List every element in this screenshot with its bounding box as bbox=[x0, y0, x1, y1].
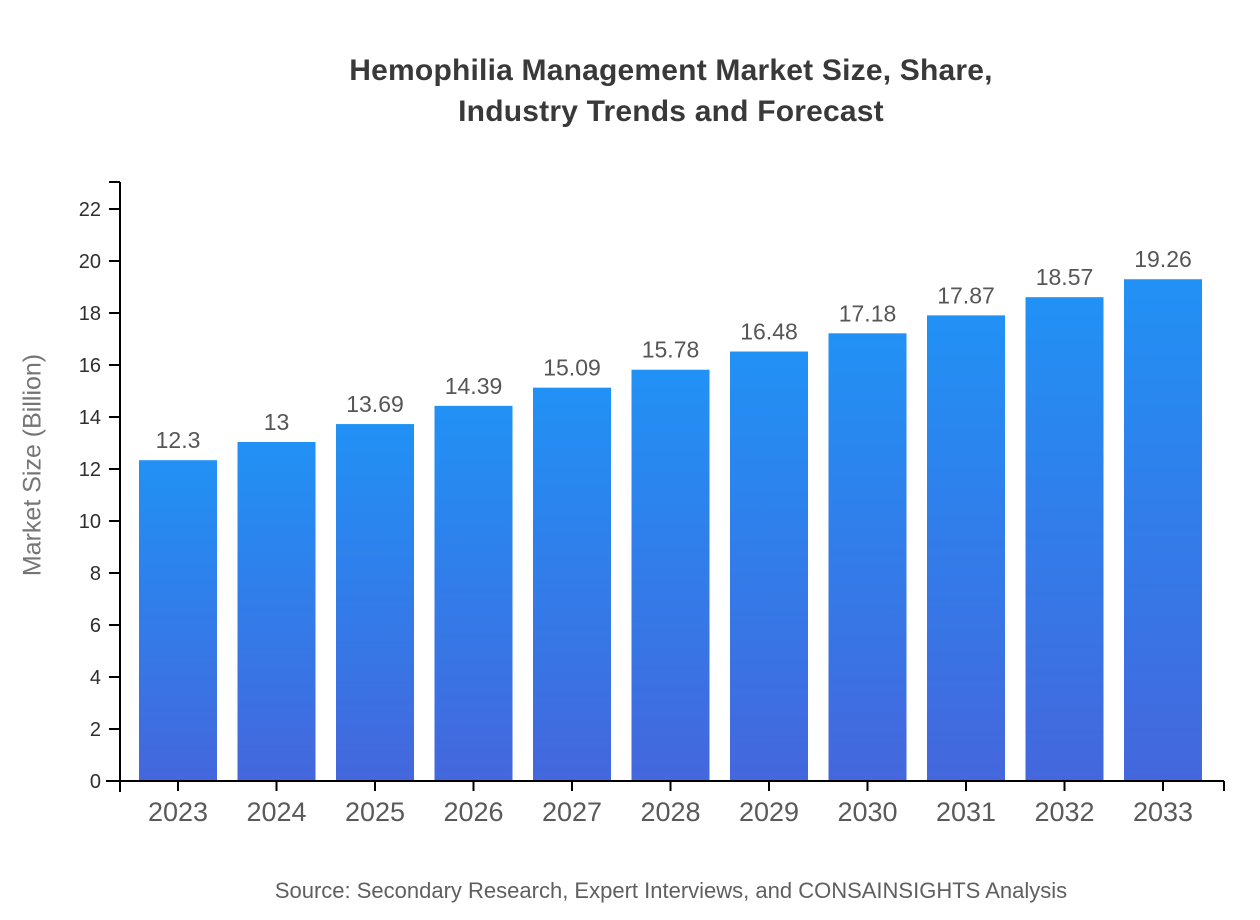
y-tick-label: 20 bbox=[79, 251, 101, 273]
x-tick-label: 2029 bbox=[739, 797, 799, 827]
x-tick-label: 2026 bbox=[443, 797, 503, 827]
x-tick-label: 2025 bbox=[345, 797, 405, 827]
bar-2023 bbox=[139, 460, 217, 780]
y-tick-label: 4 bbox=[90, 667, 101, 689]
bar-value-label: 17.87 bbox=[937, 282, 995, 308]
x-tick-label: 2032 bbox=[1034, 797, 1094, 827]
bar-2026 bbox=[434, 405, 513, 780]
chart-title: Hemophilia Management Market Size, Share… bbox=[82, 50, 1260, 132]
x-tick-label: 2023 bbox=[148, 797, 208, 827]
x-tick-label: 2033 bbox=[1133, 797, 1193, 827]
y-tick-label: 14 bbox=[79, 407, 101, 429]
bar-2027 bbox=[533, 387, 611, 780]
y-tick-label: 6 bbox=[90, 615, 101, 637]
bar-value-label: 15.09 bbox=[543, 355, 601, 381]
y-tick-label: 10 bbox=[79, 511, 101, 533]
chart-title-line1: Hemophilia Management Market Size, Share… bbox=[349, 54, 993, 87]
bar-2032 bbox=[1025, 297, 1104, 780]
bar-2025 bbox=[336, 424, 414, 780]
bar-value-label: 19.26 bbox=[1134, 246, 1192, 272]
bar-2028 bbox=[631, 369, 710, 780]
bar-2031 bbox=[927, 315, 1005, 780]
bar-value-label: 13.69 bbox=[346, 391, 404, 417]
chart-title-line2: Industry Trends and Forecast bbox=[458, 95, 884, 128]
y-tick-label: 22 bbox=[79, 199, 101, 221]
bar-value-label: 15.78 bbox=[642, 337, 700, 363]
y-tick-label: 18 bbox=[79, 303, 101, 325]
x-tick-label: 2031 bbox=[936, 797, 996, 827]
bar-value-label: 16.48 bbox=[740, 319, 798, 345]
y-tick-label: 0 bbox=[90, 771, 101, 793]
y-tick-label: 16 bbox=[79, 355, 101, 377]
bar-value-label: 18.57 bbox=[1036, 264, 1094, 290]
bar-value-label: 14.39 bbox=[445, 373, 503, 399]
source-note: Source: Secondary Research, Expert Inter… bbox=[274, 878, 1068, 903]
x-tick-label: 2030 bbox=[837, 797, 897, 827]
y-axis-title: Market Size (Billion) bbox=[18, 353, 47, 577]
bar-value-label: 17.18 bbox=[839, 300, 897, 326]
bar-value-label: 13 bbox=[264, 409, 290, 435]
bar-2024 bbox=[237, 442, 316, 780]
y-tick-label: 8 bbox=[90, 563, 101, 585]
bar-value-label: 12.3 bbox=[156, 427, 201, 453]
x-tick-label: 2028 bbox=[640, 797, 700, 827]
bar-2030 bbox=[828, 333, 907, 780]
bar-2029 bbox=[730, 351, 808, 780]
bar-2033 bbox=[1124, 279, 1202, 780]
x-tick-label: 2027 bbox=[542, 797, 602, 827]
x-tick-label: 2024 bbox=[246, 797, 306, 827]
y-tick-label: 12 bbox=[79, 459, 101, 481]
y-tick-label: 2 bbox=[90, 719, 101, 741]
